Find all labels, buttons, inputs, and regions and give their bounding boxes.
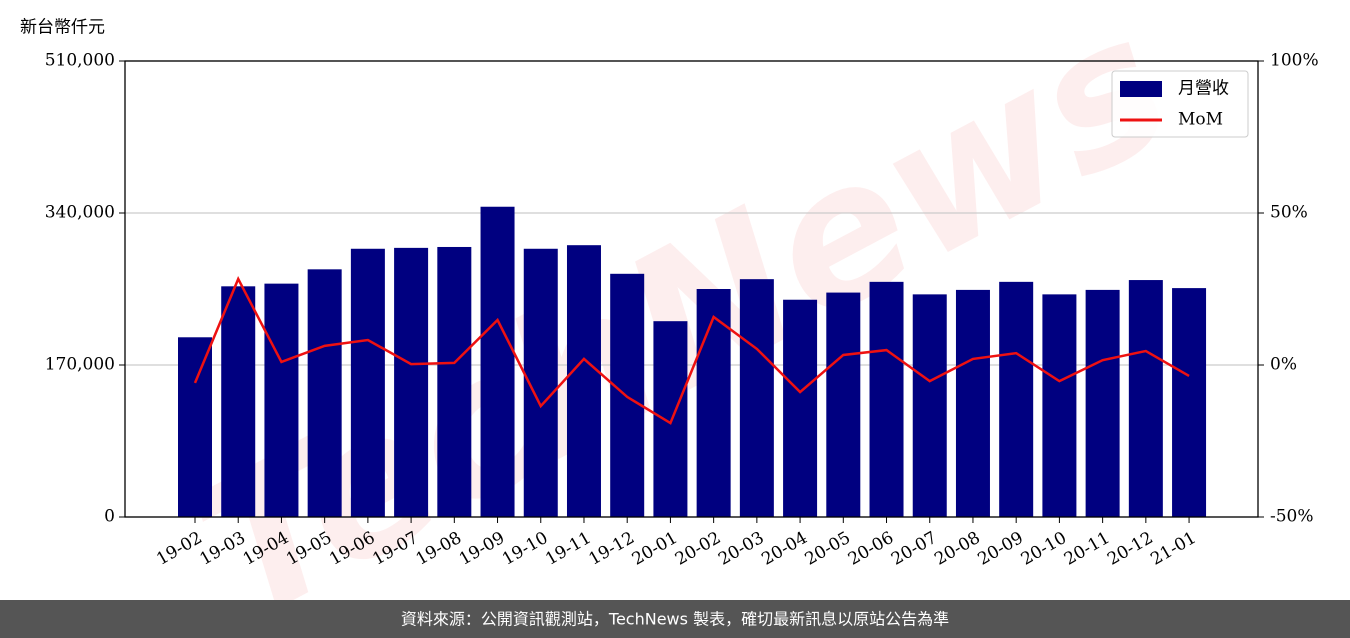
bar	[955, 289, 990, 517]
legend-swatch	[1120, 81, 1162, 97]
line	[193, 276, 1190, 425]
bar	[739, 279, 774, 517]
bar	[869, 281, 904, 517]
bar	[783, 299, 818, 517]
x-tick-label: 20-10	[1018, 528, 1070, 570]
x-tick-label: 19-12	[586, 528, 638, 570]
x-tick-label: 19-02	[153, 528, 205, 570]
x-tick-label: 20-05	[802, 528, 854, 570]
x-tick-label: 20-01	[629, 528, 681, 570]
bar	[912, 294, 947, 517]
x-tick-label: 19-11	[542, 528, 594, 570]
x-tick-label: 21-01	[1147, 528, 1199, 570]
y-axis-unit: 新台幣仟元	[20, 18, 105, 38]
bar	[178, 337, 212, 517]
footer-text: 資料來源：公開資訊觀測站，TechNews 製表，確切最新訊息以原站公告為準	[401, 610, 949, 629]
bar	[437, 246, 472, 517]
y2-tick-label: 100%	[1270, 51, 1319, 71]
bar	[264, 283, 299, 517]
y-tick-label: 170,000	[45, 355, 115, 375]
x-tick-label: 20-12	[1104, 528, 1156, 570]
bar	[1128, 280, 1163, 517]
y2-tick-label: 50%	[1270, 203, 1308, 223]
bar	[221, 286, 256, 517]
bar	[480, 206, 515, 517]
y-tick-label: 510,000	[45, 51, 115, 71]
bar	[1172, 288, 1207, 517]
y-tick-label: 340,000	[45, 203, 115, 223]
x-tick-label: 20-07	[888, 528, 940, 570]
bar	[999, 281, 1034, 517]
bar	[307, 269, 342, 517]
footer-bar	[0, 600, 1350, 638]
y-tick-label: 0	[104, 507, 115, 527]
bar	[566, 245, 601, 517]
bar	[696, 289, 731, 517]
x-tick-label: 20-11	[1061, 528, 1113, 570]
x-tick-label: 20-08	[931, 528, 983, 570]
bar	[350, 248, 385, 517]
x-tick-label: 20-04	[758, 528, 810, 570]
x-tick-label: 20-03	[715, 528, 767, 570]
bar	[1085, 289, 1120, 517]
legend-label: 月營收	[1178, 79, 1229, 99]
bar	[826, 292, 861, 517]
x-tick-label: 20-06	[845, 528, 897, 570]
y2-tick-label: -50%	[1270, 507, 1314, 527]
bar	[394, 247, 429, 517]
bar	[653, 321, 688, 517]
bar	[1042, 294, 1077, 517]
x-tick-label: 20-09	[974, 528, 1026, 570]
legend-label: MoM	[1178, 110, 1223, 130]
x-tick-label: 20-02	[672, 528, 724, 570]
y2-tick-label: 0%	[1270, 355, 1297, 375]
plot-frame	[124, 60, 1259, 518]
